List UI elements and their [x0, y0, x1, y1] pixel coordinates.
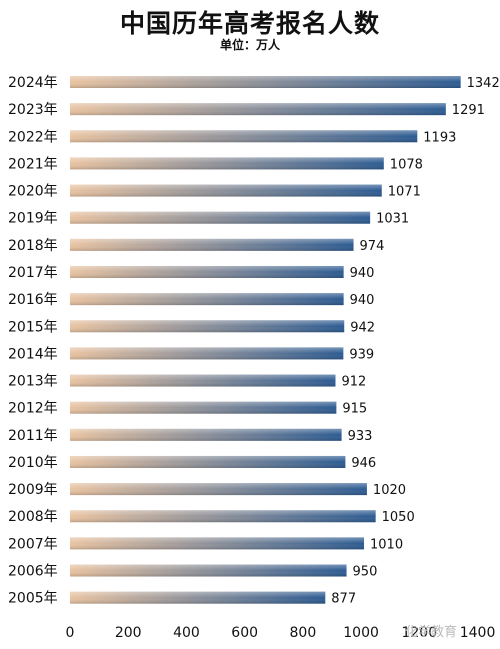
category-label: 2006年 [8, 564, 58, 580]
x-tick-label: 0 [66, 625, 75, 641]
category-label: 2016年 [8, 292, 58, 308]
value-label: 940 [350, 293, 375, 308]
category-label: 2013年 [8, 374, 58, 390]
bar-shading [70, 293, 344, 306]
category-label: 2015年 [8, 319, 58, 335]
category-label: 2023年 [8, 102, 58, 118]
category-label: 2008年 [8, 509, 58, 525]
value-label: 940 [350, 266, 375, 281]
category-label: 2009年 [8, 482, 58, 498]
bar-shading [70, 537, 365, 550]
x-tick-label: 400 [173, 625, 200, 641]
value-label: 1193 [423, 130, 456, 145]
category-label: 2005年 [8, 591, 58, 607]
category-label: 2007年 [8, 536, 58, 552]
value-label: 877 [331, 592, 356, 607]
x-tick-label: 1200 [401, 625, 437, 641]
category-label: 2022年 [8, 129, 58, 145]
category-label: 2014年 [8, 346, 58, 362]
value-label: 1020 [373, 483, 406, 498]
value-label: 974 [360, 239, 385, 254]
value-label: 1071 [388, 185, 421, 200]
value-label: 915 [342, 402, 367, 417]
bar-shading [70, 510, 376, 523]
bar-shading [70, 564, 347, 577]
category-label: 2024年 [8, 75, 58, 91]
value-label: 946 [351, 456, 376, 471]
value-label: 1050 [382, 510, 415, 525]
bar-shading [70, 130, 418, 143]
bar-shading [70, 238, 354, 251]
value-label: 942 [350, 320, 375, 335]
value-label: 1291 [452, 103, 485, 118]
bar-shading [70, 320, 345, 333]
watermark: 化学教育 [405, 624, 457, 640]
value-label: 912 [341, 375, 366, 390]
category-label: 2017年 [8, 265, 58, 281]
value-label: 1078 [390, 157, 423, 172]
category-label: 2010年 [8, 455, 58, 471]
value-label: 933 [348, 429, 373, 444]
value-label: 939 [349, 347, 374, 362]
bar-shading [70, 455, 346, 468]
x-tick-label: 600 [231, 625, 258, 641]
x-tick-label: 1400 [460, 625, 496, 641]
value-label: 950 [353, 565, 378, 580]
bar-shading [70, 374, 336, 387]
bar-shading [70, 76, 461, 88]
bar-shading [70, 103, 446, 116]
category-label: 2021年 [8, 156, 58, 172]
x-tick-label: 200 [115, 625, 142, 641]
chart-title: 中国历年高考报名人数 [119, 9, 380, 38]
x-tick-label: 800 [290, 625, 317, 641]
bar-shading [70, 184, 382, 197]
value-label: 1342 [467, 76, 500, 91]
bar-shading [70, 483, 367, 496]
category-label: 2018年 [8, 238, 58, 254]
bar-shading [70, 401, 337, 414]
category-label: 2019年 [8, 211, 58, 227]
bar-shading [70, 347, 344, 360]
bar-shading [70, 211, 371, 224]
bar-shading [70, 157, 384, 170]
category-label: 2012年 [8, 401, 58, 417]
bar-shading [70, 428, 342, 441]
bar-shading [70, 591, 326, 604]
value-label: 1031 [376, 212, 409, 227]
category-label: 2011年 [8, 428, 58, 444]
value-label: 1010 [370, 537, 403, 552]
bar-shading [70, 265, 344, 278]
x-tick-label: 1000 [343, 625, 379, 641]
chart-subtitle: 单位：万人 [219, 38, 280, 52]
category-label: 2020年 [8, 184, 58, 200]
